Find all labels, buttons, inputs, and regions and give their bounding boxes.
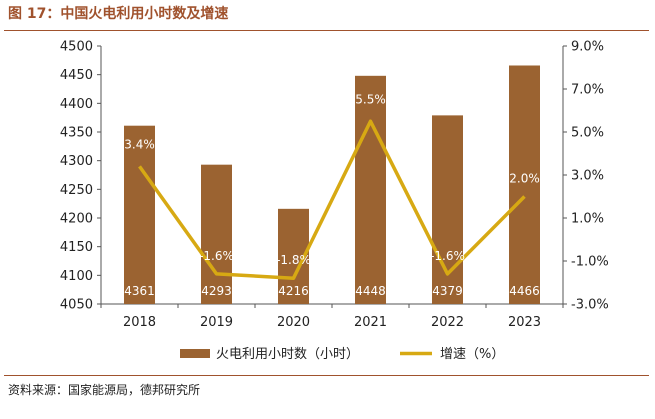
- line-value-label: -1.6%: [199, 249, 234, 263]
- bar: [355, 75, 386, 305]
- x-tick-label: 2021: [354, 315, 387, 330]
- legend-swatch-bars: [180, 349, 210, 358]
- bar: [201, 164, 232, 304]
- line-value-label: 2.0%: [509, 172, 540, 186]
- bar: [124, 125, 155, 305]
- y-tick-label: 4500: [60, 40, 93, 55]
- y-tick-label: 4450: [60, 68, 93, 83]
- figure-title: 图 17：中国火电利用小时数及增速: [8, 6, 229, 22]
- y2-tick-label: 9.0%: [571, 40, 604, 55]
- line-value-label: -1.8%: [276, 253, 311, 267]
- y-tick-label: 4400: [60, 97, 93, 112]
- chart-axes: 4050 4100 4150 4200 4250 4300 4350 4400 4450 4500…: [60, 40, 609, 331]
- bar: [509, 65, 540, 304]
- x-tick-label: 2019: [200, 315, 233, 330]
- bar-series: [124, 65, 540, 305]
- bar-value-label: 4448: [355, 284, 386, 298]
- footer-divider: [4, 375, 649, 376]
- y-tick-label: 4200: [60, 212, 93, 227]
- x-tick-label: 2018: [123, 315, 156, 330]
- legend-label-line: 增速（%）: [440, 347, 504, 362]
- legend-label-bars: 火电利用小时数（小时）: [216, 347, 359, 362]
- bar-value-label: 4293: [201, 284, 232, 298]
- y-tick-label: 4250: [60, 183, 93, 198]
- bar-value-label: 4379: [432, 284, 463, 298]
- x-tick-label: 2020: [277, 315, 310, 330]
- title-divider: [4, 30, 649, 31]
- y-tick-label: 4050: [60, 298, 93, 313]
- bar-value-label: 4216: [278, 284, 309, 298]
- x-tick-label: 2023: [508, 315, 541, 330]
- line-value-labels: 3.4% -1.6% -1.8% 5.5% -1.6% 2.0%: [124, 92, 540, 267]
- x-tick-label: 2022: [431, 315, 464, 330]
- y-tick-label: 4100: [60, 269, 93, 284]
- bar-value-labels: 4361 4293 4216 4448 4379 4466: [124, 284, 540, 298]
- line-series: [138, 119, 526, 280]
- line-value-label: -1.6%: [430, 249, 465, 263]
- source-note: 资料来源：国家能源局，德邦研究所: [8, 383, 201, 397]
- y2-tick-label: 1.0%: [571, 212, 604, 227]
- line-value-label: 5.5%: [355, 92, 386, 106]
- bar-value-label: 4466: [509, 284, 540, 298]
- chart-legend: 火电利用小时数（小时） 增速（%）: [180, 347, 504, 362]
- y2-tick-label: -1.0%: [571, 255, 609, 270]
- y2-tick-label: 5.0%: [571, 126, 604, 141]
- growth-line: [138, 119, 526, 280]
- y2-tick-label: 7.0%: [571, 83, 604, 98]
- y-tick-label: 4350: [60, 126, 93, 141]
- y-tick-label: 4150: [60, 240, 93, 255]
- bar-value-label: 4361: [124, 284, 155, 298]
- line-value-label: 3.4%: [124, 137, 155, 151]
- y2-tick-label: -3.0%: [571, 298, 609, 313]
- y-tick-label: 4300: [60, 154, 93, 169]
- bar: [432, 115, 463, 304]
- y2-tick-label: 3.0%: [571, 169, 604, 184]
